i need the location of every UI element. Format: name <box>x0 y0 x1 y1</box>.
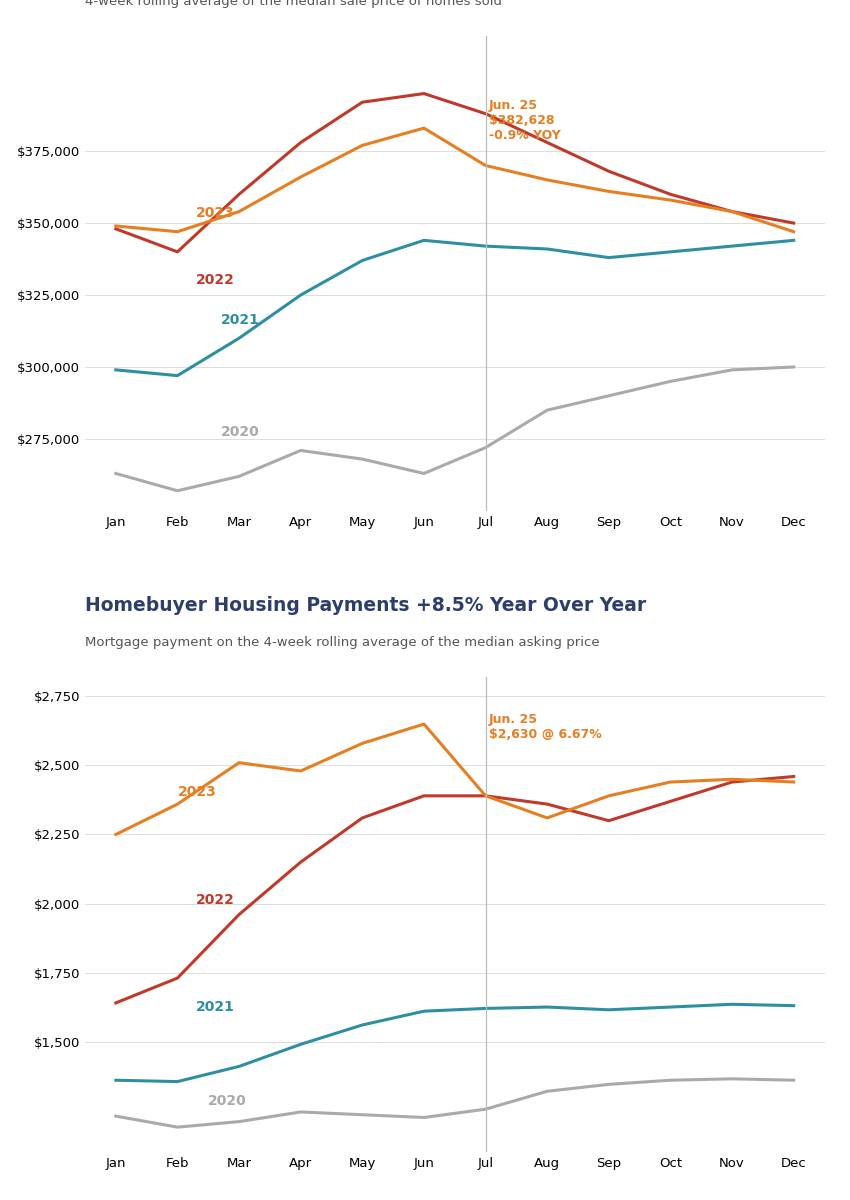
Text: 2023: 2023 <box>178 785 216 799</box>
Text: 2022: 2022 <box>196 272 235 287</box>
Text: 2021: 2021 <box>220 313 259 326</box>
Text: Homebuyer Housing Payments +8.5% Year Over Year: Homebuyer Housing Payments +8.5% Year Ov… <box>85 596 646 616</box>
Text: Jun. 25
$2,630 @ 6.67%: Jun. 25 $2,630 @ 6.67% <box>489 713 602 740</box>
Text: 2023: 2023 <box>196 206 235 221</box>
Text: 4-week rolling average of the median sale price of homes sold: 4-week rolling average of the median sal… <box>85 0 502 7</box>
Text: 2020: 2020 <box>220 425 259 439</box>
Text: Mortgage payment on the 4-week rolling average of the median asking price: Mortgage payment on the 4-week rolling a… <box>85 636 599 649</box>
Text: 2022: 2022 <box>196 893 235 906</box>
Text: 2021: 2021 <box>196 1000 235 1014</box>
Text: Jun. 25
$382,628
-0.9% YOY: Jun. 25 $382,628 -0.9% YOY <box>489 100 560 143</box>
Text: 2020: 2020 <box>208 1094 247 1108</box>
